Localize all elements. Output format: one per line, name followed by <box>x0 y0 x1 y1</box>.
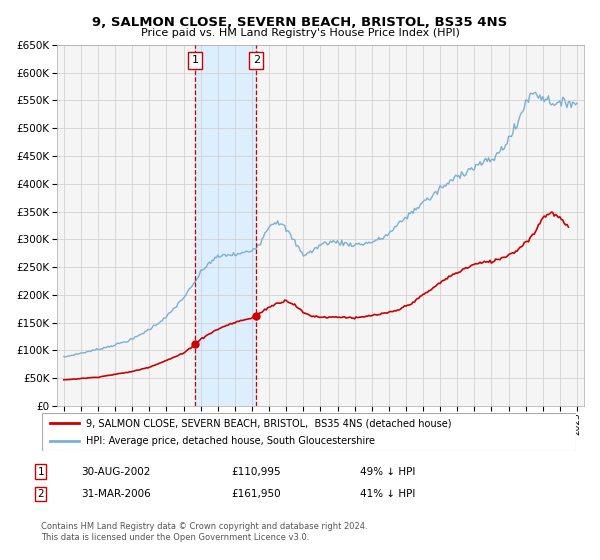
Text: 30-AUG-2002: 30-AUG-2002 <box>81 466 151 477</box>
Text: 9, SALMON CLOSE, SEVERN BEACH, BRISTOL,  BS35 4NS (detached house): 9, SALMON CLOSE, SEVERN BEACH, BRISTOL, … <box>86 418 451 428</box>
Text: 1: 1 <box>191 55 199 66</box>
Text: £161,950: £161,950 <box>231 489 281 499</box>
Text: This data is licensed under the Open Government Licence v3.0.: This data is licensed under the Open Gov… <box>41 533 309 542</box>
Text: £110,995: £110,995 <box>231 466 281 477</box>
Text: 31-MAR-2006: 31-MAR-2006 <box>81 489 151 499</box>
Text: 2: 2 <box>253 55 260 66</box>
Text: 9, SALMON CLOSE, SEVERN BEACH, BRISTOL, BS35 4NS: 9, SALMON CLOSE, SEVERN BEACH, BRISTOL, … <box>92 16 508 29</box>
Text: HPI: Average price, detached house, South Gloucestershire: HPI: Average price, detached house, Sout… <box>86 436 375 446</box>
Bar <box>195 45 256 406</box>
Text: Contains HM Land Registry data © Crown copyright and database right 2024.: Contains HM Land Registry data © Crown c… <box>41 522 367 531</box>
Text: 49% ↓ HPI: 49% ↓ HPI <box>360 466 415 477</box>
Text: Price paid vs. HM Land Registry's House Price Index (HPI): Price paid vs. HM Land Registry's House … <box>140 28 460 38</box>
Text: 1: 1 <box>37 466 44 477</box>
Text: 2: 2 <box>37 489 44 499</box>
Text: 41% ↓ HPI: 41% ↓ HPI <box>360 489 415 499</box>
